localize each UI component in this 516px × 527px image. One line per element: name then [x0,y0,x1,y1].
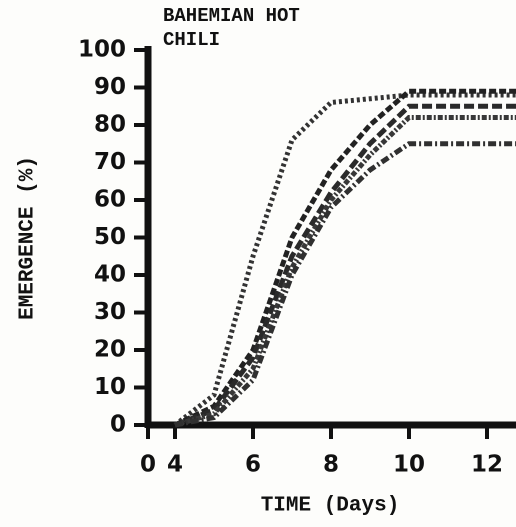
y-tick-label: 60 [94,187,126,213]
chart-title: BAHEMIAN HOT CHILI [163,5,300,51]
series-line [174,103,516,428]
y-tick-label: 70 [94,149,126,175]
x-tick-label: 4 [167,452,183,478]
y-tick-label: 10 [94,374,126,400]
y-tick-label: 40 [94,262,126,288]
x-tick-label: 12 [471,452,503,478]
y-tick-label: 30 [94,299,126,325]
y-tick-label: 100 [78,37,126,63]
y-tick-label: 20 [94,337,126,363]
x-tick-label: 10 [393,452,425,478]
y-tick-label: 50 [94,224,126,250]
series-line [173,88,516,428]
series-line [174,115,516,428]
y-axis-label: EMERGENCE (%) [17,156,40,320]
series-line [173,92,516,427]
y-tick-label: 90 [94,74,126,100]
x-tick-label: 8 [323,452,339,478]
y-tick-label: 0 [110,412,126,438]
x-tick-label: 0 [140,452,156,478]
x-tick-label: 6 [245,452,261,478]
series-line [174,141,516,428]
y-tick-label: 80 [94,112,126,138]
x-axis-label: TIME (Days) [261,495,400,518]
